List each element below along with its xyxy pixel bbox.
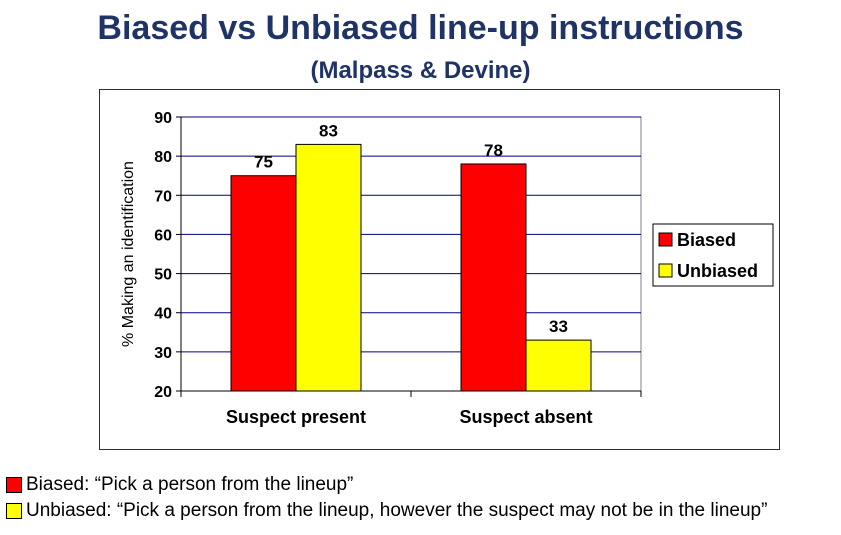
- data-label: 83: [319, 121, 338, 140]
- data-label: 78: [484, 141, 503, 160]
- note-unbiased-swatch: [6, 503, 22, 519]
- bar-chart: 20 30 40 50 60 70 80 90 75 83 Suspect present 78 33 S…: [120, 110, 774, 427]
- note-unbiased: Unbiased: “Pick a person from the lineup…: [6, 498, 841, 524]
- legend-label: Unbiased: [677, 261, 758, 281]
- slide-subtitle: (Malpass & Devine): [310, 57, 531, 84]
- slide-title: Biased vs Unbiased line-up instructions: [97, 9, 744, 47]
- data-label: 75: [254, 153, 273, 172]
- y-tick-label: 50: [154, 267, 172, 284]
- category-label: Suspect present: [226, 407, 366, 427]
- y-axis-title: % Making an identification: [120, 161, 137, 347]
- y-tick-label: 30: [154, 345, 172, 362]
- legend-label: Biased: [677, 230, 736, 250]
- legend-swatch: [658, 232, 673, 247]
- category-label: Suspect absent: [459, 407, 592, 427]
- instruction-notes: Biased: “Pick a person from the lineup” …: [6, 472, 841, 524]
- chart-frame: 20 30 40 50 60 70 80 90 75 83 Suspect present 78 33 S…: [99, 89, 780, 450]
- y-tick-label: 70: [154, 188, 172, 205]
- bar: [525, 339, 592, 392]
- bar: [230, 175, 297, 392]
- bar: [460, 163, 527, 392]
- note-biased-text: Biased: “Pick a person from the lineup”: [26, 474, 354, 495]
- y-tick-label: 40: [154, 306, 172, 323]
- note-biased: Biased: “Pick a person from the lineup”: [6, 472, 841, 498]
- legend-swatch: [658, 263, 673, 278]
- y-tick-label: 60: [154, 227, 172, 244]
- y-tick-label: 80: [154, 149, 172, 166]
- note-unbiased-text: Unbiased: “Pick a person from the lineup…: [26, 500, 768, 521]
- y-tick-label: 20: [154, 384, 172, 401]
- data-label: 33: [549, 317, 568, 336]
- y-tick-label: 90: [154, 110, 172, 127]
- legend-box: [652, 223, 774, 287]
- bar: [295, 143, 362, 392]
- note-biased-swatch: [6, 477, 22, 493]
